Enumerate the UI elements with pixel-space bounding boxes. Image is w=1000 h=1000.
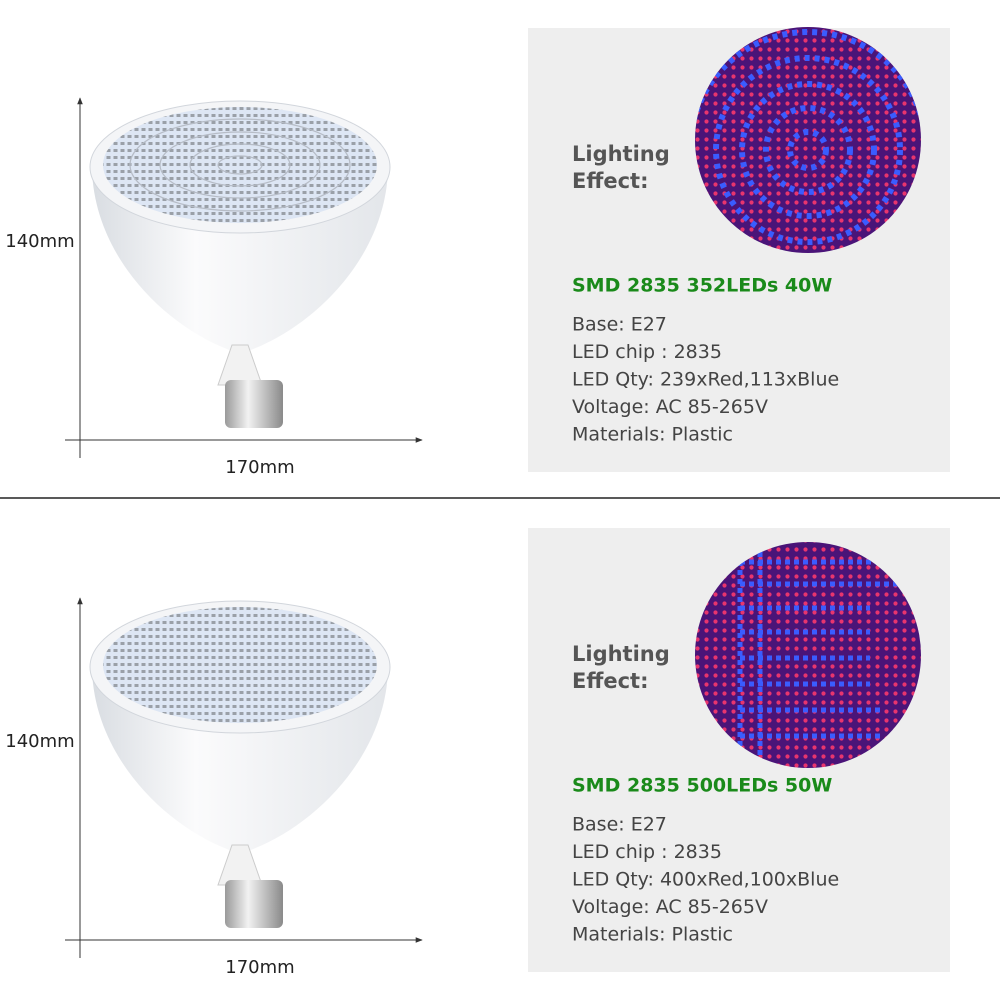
effect-label: Effect: [572, 669, 648, 693]
height-label: 140mm [5, 231, 74, 252]
spec-line: Base: E27 [572, 314, 667, 336]
product-panel: 140mm 170mm Lighting Effect: SMD 2835 35… [5, 27, 950, 478]
width-label: 170mm [225, 957, 294, 978]
bulb [89, 100, 391, 428]
lighting-effect [695, 27, 921, 253]
spec-line: Voltage: AC 85-265V [572, 396, 768, 418]
spec-line: LED Qty: 239xRed,113xBlue [572, 369, 839, 391]
lighting-effect [695, 542, 921, 768]
spec-list: Base: E27 LED chip : 2835 LED Qty: 239xRed… [572, 314, 839, 446]
spec-line: LED Qty: 400xRed,100xBlue [572, 869, 839, 891]
height-label: 140mm [5, 731, 74, 752]
product-title: SMD 2835 500LEDs 50W [572, 775, 832, 797]
effect-label: Lighting [572, 142, 670, 166]
spec-line: Voltage: AC 85-265V [572, 896, 768, 918]
product-panel: 140mm 170mm Lighting Effect: SMD 2835 50… [5, 528, 950, 978]
spec-line: Base: E27 [572, 814, 667, 836]
spec-line: Materials: Plastic [572, 424, 733, 446]
spec-line: LED chip : 2835 [572, 841, 722, 863]
spec-list: Base: E27 LED chip : 2835 LED Qty: 400xRed… [572, 814, 839, 946]
spec-line: LED chip : 2835 [572, 341, 722, 363]
spec-line: Materials: Plastic [572, 924, 733, 946]
effect-label: Effect: [572, 169, 648, 193]
product-title: SMD 2835 352LEDs 40W [572, 275, 832, 297]
width-label: 170mm [225, 457, 294, 478]
bulb [89, 600, 391, 928]
effect-label: Lighting [572, 642, 670, 666]
